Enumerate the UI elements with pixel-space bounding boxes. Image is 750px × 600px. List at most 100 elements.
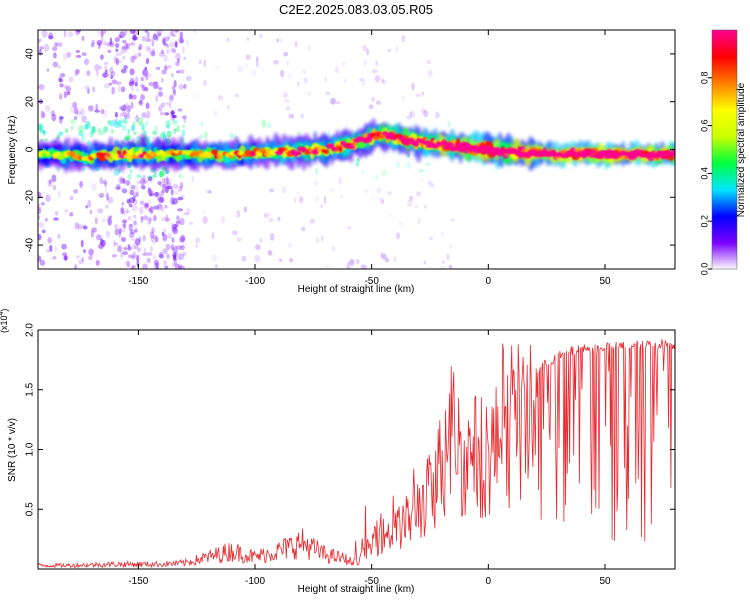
noise-dot: [103, 125, 109, 132]
colorbar-tick-label: 0.6: [699, 119, 709, 132]
noise-dot: [131, 94, 137, 100]
noise-dot: [100, 109, 105, 114]
noise-dot: [381, 170, 387, 176]
noise-dot: [75, 50, 81, 53]
noise-dot: [127, 173, 132, 180]
noise-dot: [338, 176, 343, 185]
noise-dot: [79, 180, 83, 188]
noise-dot: [81, 256, 84, 262]
noise-dot: [81, 116, 87, 123]
colorbar-cell: [712, 97, 737, 99]
noise-dot: [172, 262, 176, 267]
noise-dot: [113, 224, 119, 229]
noise-dot: [171, 223, 178, 230]
noise-dot: [440, 231, 445, 237]
noise-dot: [118, 35, 122, 39]
colorbar-cell: [712, 201, 737, 203]
noise-dot: [130, 184, 136, 190]
colorbar-cell: [712, 48, 737, 50]
noise-dot: [121, 111, 127, 117]
noise-dot: [236, 210, 240, 218]
colorbar-cell: [712, 135, 737, 137]
colorbar-cell: [712, 32, 737, 34]
noise-dot: [161, 216, 166, 222]
noise-dot: [418, 168, 425, 174]
colorbar-cell: [712, 91, 737, 93]
noise-dot: [159, 170, 163, 178]
noise-dot: [129, 30, 136, 34]
noise-dot: [171, 247, 175, 253]
colorbar-cell: [712, 42, 737, 44]
noise-dot: [366, 47, 369, 56]
spectrogram-panel: -150 -100 -50 0 50 -40 -20 0 20 40 Height of str…: [7, 29, 676, 295]
colorbar-cell: [712, 59, 737, 61]
colorbar-cell: [712, 151, 737, 153]
colorbar-cell: [712, 96, 737, 98]
noise-dot: [429, 183, 435, 188]
colorbar-cell: [712, 252, 737, 254]
noise-dot: [162, 39, 166, 46]
noise-dot: [174, 40, 178, 48]
noise-dot: [161, 49, 164, 54]
noise-dot: [57, 233, 61, 240]
ridge-blob: [603, 150, 610, 154]
noise-dot: [381, 253, 387, 260]
colorbar-cell: [712, 168, 737, 170]
colorbar-cell: [712, 200, 737, 202]
noise-dot: [161, 231, 165, 236]
colorbar-cell: [712, 144, 737, 146]
noise-dot: [116, 59, 123, 64]
noise-dot: [85, 120, 91, 129]
colorbar-cell: [712, 253, 737, 255]
ridge-blob: [445, 142, 454, 147]
colorbar-cell: [712, 138, 737, 140]
noise-dot: [69, 195, 74, 201]
noise-dot: [104, 182, 107, 187]
colorbar-cell: [712, 212, 737, 214]
noise-dot: [96, 30, 101, 36]
noise-dot: [158, 104, 163, 112]
colorbar-cell: [712, 71, 737, 73]
colorbar-cell: [712, 211, 737, 213]
colorbar-cell: [712, 264, 737, 266]
colorbar-cell: [712, 44, 737, 46]
y-tick-label: 2.0: [25, 323, 36, 337]
noise-dot: [146, 252, 153, 256]
noise-dot: [100, 109, 105, 115]
colorbar-cell: [712, 222, 737, 224]
noise-dot: [84, 85, 90, 91]
noise-dot: [116, 183, 121, 191]
noise-dot: [74, 222, 80, 230]
noise-dot: [198, 59, 202, 65]
noise-dot: [130, 237, 135, 242]
colorbar-cell: [712, 174, 737, 176]
noise-dot: [78, 130, 84, 137]
x-tick-label: 0: [486, 276, 492, 287]
noise-dot: [115, 52, 121, 57]
noise-dot: [100, 239, 106, 247]
noise-dot: [159, 181, 162, 187]
noise-dot: [183, 56, 187, 61]
colorbar-cell: [712, 145, 737, 147]
noise-dot: [200, 122, 204, 127]
noise-dot: [109, 66, 114, 75]
noise-dot: [421, 108, 426, 114]
noise-dot: [176, 60, 180, 67]
colorbar-cell: [712, 209, 737, 211]
noise-dot: [150, 236, 155, 243]
noise-dot: [195, 243, 198, 249]
noise-dot: [94, 64, 100, 72]
colorbar-cell: [712, 176, 737, 178]
noise-dot: [155, 266, 160, 269]
noise-dot: [122, 178, 126, 185]
noise-dot: [402, 95, 405, 102]
colorbar-cell: [712, 37, 737, 39]
noise-dot: [38, 203, 41, 211]
colorbar-cell: [712, 65, 737, 67]
noise-dot: [330, 97, 336, 105]
colorbar-cell: [712, 93, 737, 95]
colorbar-cell: [712, 203, 737, 205]
noise-dot: [140, 94, 146, 101]
noise-dot: [140, 77, 144, 82]
